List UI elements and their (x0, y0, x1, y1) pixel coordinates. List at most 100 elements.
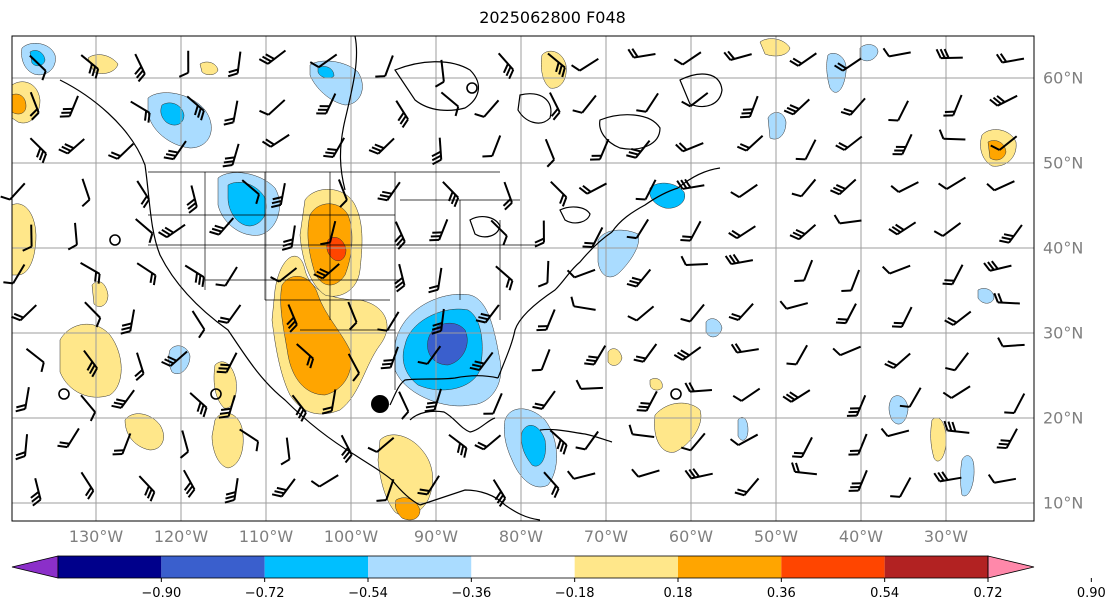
wind-barb (474, 434, 502, 451)
wind-barb (313, 263, 340, 280)
latitude-label: 50°N (1043, 153, 1084, 173)
wind-barb (794, 259, 814, 282)
wind-barb (281, 225, 296, 251)
wind-barb (497, 52, 515, 80)
longitude-label: 30°W (923, 527, 969, 546)
wind-barb (566, 268, 596, 279)
coastline-segment (539, 428, 613, 443)
map-title: 2025062800 F048 (479, 8, 626, 27)
wind-barb (724, 253, 754, 266)
coastline-segment (409, 410, 496, 433)
wind-barb (899, 387, 922, 408)
wind-barb (186, 185, 198, 214)
wind-barb (130, 100, 151, 123)
wind-barb (728, 303, 754, 321)
wind-barb (483, 392, 503, 415)
wind-barb (891, 306, 913, 328)
wind-barb (627, 305, 655, 322)
wind-barb (258, 49, 287, 65)
map-frame (11, 35, 1035, 522)
wind-barb (380, 346, 399, 370)
longitude-label: 130°W (68, 527, 124, 546)
wind-barb (795, 139, 817, 161)
wind-barb (631, 468, 660, 478)
wind-barb (15, 434, 29, 461)
wind-barb (57, 427, 80, 449)
wind-barb (310, 474, 339, 488)
wind-barb (178, 50, 190, 78)
wind-barb (547, 52, 566, 78)
colorbar-tick-label: 0.54 (870, 586, 900, 601)
wind-barb (475, 304, 500, 324)
wind-barb (582, 226, 604, 249)
coastline-segment (679, 73, 723, 108)
wind-barb (673, 346, 702, 361)
colorbar-segment (884, 556, 988, 578)
wind-barb (81, 178, 91, 208)
coastline-segment (559, 206, 591, 224)
colorbar-segment (58, 556, 162, 578)
anomaly-contour (326, 237, 347, 261)
wind-barb (543, 471, 560, 499)
wind-barb (636, 92, 659, 113)
longitude-label: 110°W (238, 527, 294, 546)
wind-barb (791, 178, 817, 198)
wind-barb (377, 181, 401, 202)
wind-barb (590, 138, 610, 161)
coastline-segment (599, 114, 661, 150)
colorbar-segment (264, 556, 368, 578)
wind-barb (835, 135, 863, 151)
wind-barb (848, 469, 868, 492)
anomaly-contour (597, 229, 640, 278)
wind-barb (291, 394, 307, 422)
wind-barb (469, 351, 494, 371)
anomaly-contour (649, 182, 686, 209)
colorbar-tick-label: −0.36 (451, 586, 492, 601)
wind-barb (184, 264, 205, 288)
latitude-label: 60°N (1043, 68, 1084, 88)
wind-barb (779, 300, 809, 310)
wind-barb (163, 140, 187, 161)
wind-barb (490, 219, 508, 246)
colorbar-extend-high (987, 555, 1035, 579)
wind-barb (424, 388, 442, 413)
wind-barb (566, 470, 596, 480)
anomaly-contour (977, 288, 995, 304)
wind-barb (728, 225, 756, 240)
wind-barb (15, 386, 30, 413)
colorbar-tick-label: 0.36 (766, 586, 796, 601)
wind-barb (680, 255, 708, 267)
wind-barb (584, 345, 607, 366)
wind-barb (29, 91, 40, 121)
wind-barb (536, 309, 556, 332)
wind-barb (216, 352, 238, 374)
wind-barb (30, 477, 42, 507)
anomaly-contour (960, 455, 975, 497)
wind-barb (840, 97, 866, 116)
wind-barb (892, 133, 913, 156)
anomaly-contour (541, 50, 567, 89)
anomaly-contour (11, 93, 27, 115)
anomaly-contour (168, 345, 191, 374)
anomaly-contour (759, 38, 791, 57)
coastline-segment (469, 216, 501, 238)
wind-barb (544, 138, 556, 168)
wind-barb (537, 260, 550, 288)
wind-barb (29, 54, 47, 81)
wind-barb (80, 471, 95, 500)
wind-barb (990, 135, 1018, 151)
wind-barb (367, 437, 395, 453)
wind-barb (271, 478, 296, 498)
wind-barb (675, 142, 704, 153)
wind-barb (59, 95, 79, 118)
wind-barb (189, 392, 208, 418)
wind-barb (80, 261, 101, 284)
wind-barb (120, 309, 136, 335)
wind-barb (572, 94, 597, 114)
colorbar-tick-label: 0.90 (1076, 586, 1105, 601)
wind-barb (280, 437, 291, 466)
anomaly-contour (654, 402, 702, 453)
wind-barb (323, 137, 345, 158)
wind-barb (428, 267, 443, 294)
wind-barb (792, 436, 813, 458)
